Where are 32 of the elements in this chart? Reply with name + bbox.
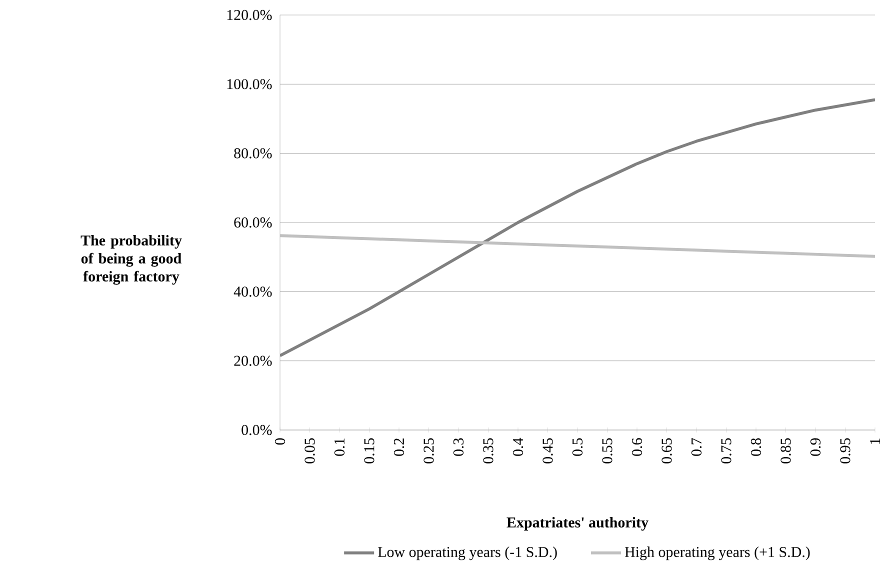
x-tick-label: 0.95 (840, 438, 850, 464)
x-tick-label: 0.2 (394, 438, 404, 456)
y-tick-label: 40.0% (234, 286, 272, 297)
y-tick-label: 60.0% (234, 217, 272, 228)
x-tick-label: 0 (274, 438, 286, 445)
y-tick-label: 100.0% (227, 79, 272, 90)
x-tick-label: 0.4 (512, 438, 524, 456)
legend-label: High operating years (+1 S.D.) (624, 546, 810, 560)
y-tick-label: 80.0% (234, 148, 272, 158)
x-tick-label: 0.8 (750, 438, 762, 456)
x-tick-label: 0.75 (721, 438, 732, 464)
x-tick-label: 0.25 (424, 438, 434, 464)
x-tick-label: 0.15 (364, 438, 374, 464)
x-tick-label: 0.85 (780, 438, 791, 464)
x-axis-title: Expatriates' authority (506, 516, 648, 531)
y-tick-label: 120.0% (227, 10, 272, 20)
y-tick-label: 0.0% (242, 424, 272, 436)
x-tick-label: 0.65 (662, 438, 672, 464)
x-tick-label: 0.6 (632, 438, 642, 456)
x-tick-label: 0.35 (483, 438, 494, 464)
x-tick-label: 0.05 (304, 438, 315, 464)
x-tick-label: 0.7 (691, 438, 702, 456)
x-tick-label: 0.9 (810, 438, 821, 456)
y-axis-title: The probability of being a good foreign factory (80, 234, 182, 285)
y-tick-label: 20.0% (234, 356, 272, 366)
legend-label: Low operating years (-1 S.D.) (378, 546, 557, 560)
x-tick-label: 0.3 (453, 438, 464, 456)
x-tick-label: 0.1 (334, 438, 345, 456)
x-tick-label: 0.5 (572, 438, 583, 456)
x-tick-label: 0.55 (602, 438, 612, 464)
x-tick-label: 1 (870, 438, 880, 444)
x-tick-label: 0.45 (542, 438, 553, 464)
